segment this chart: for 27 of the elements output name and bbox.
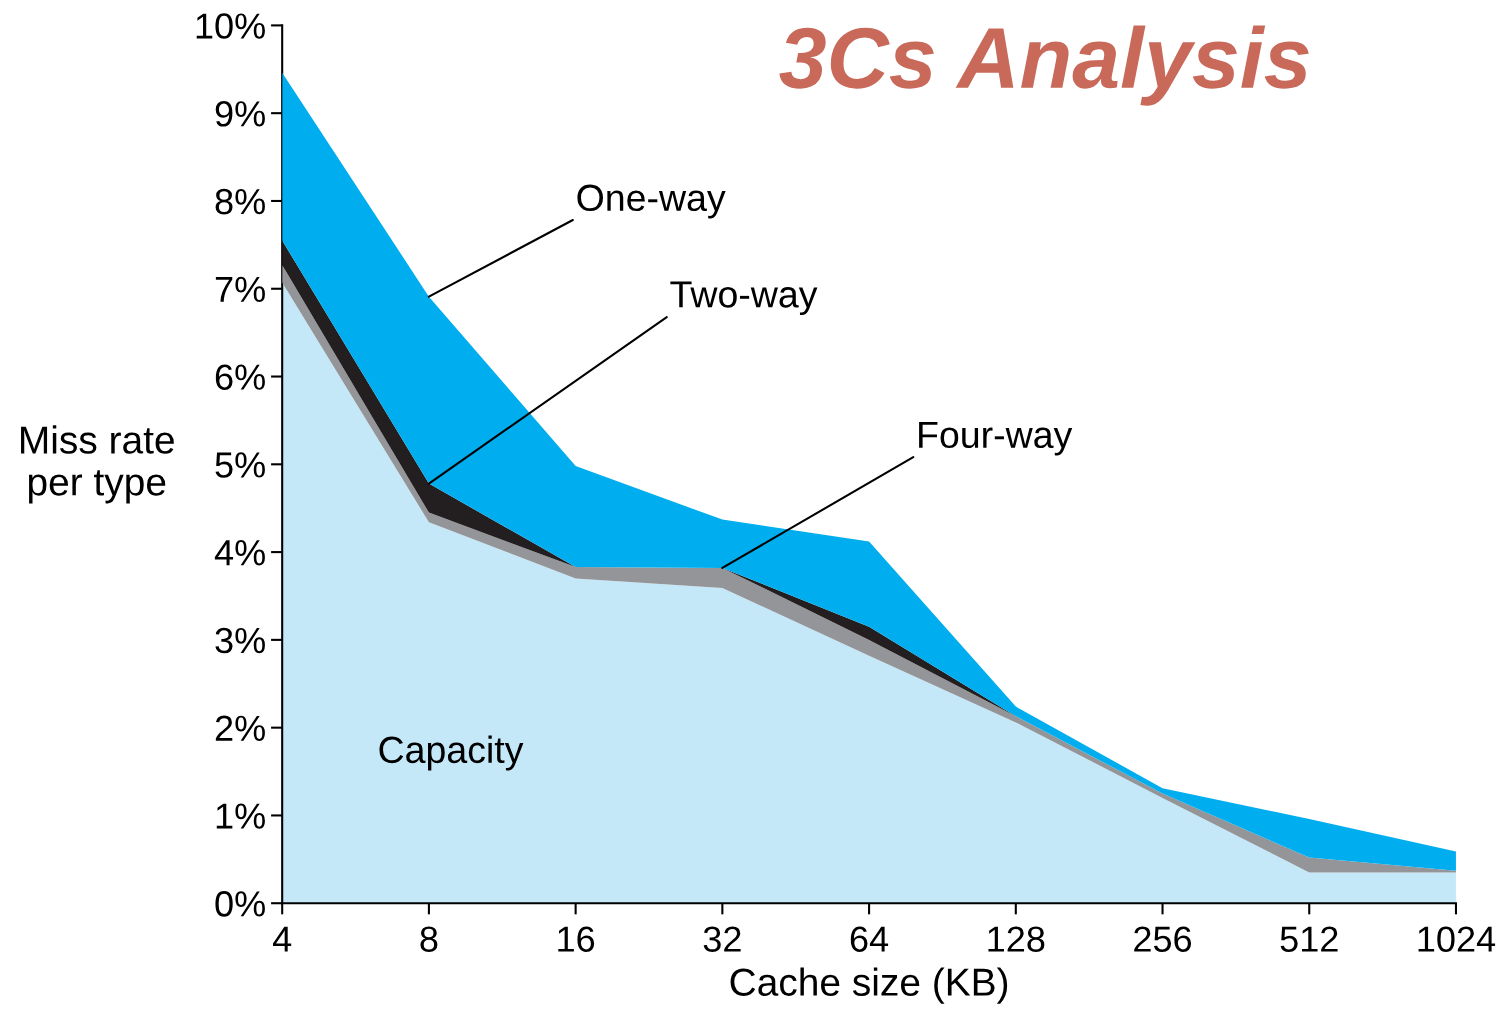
y-tick-label: 2% xyxy=(215,715,265,741)
y-tick-label: 10% xyxy=(196,13,265,39)
x-tick-label: 8 xyxy=(420,926,438,952)
annotation: Four-way xyxy=(919,421,1073,456)
chart-title: 3Cs Analysis xyxy=(779,25,1309,106)
y-tick-label: 0% xyxy=(215,891,265,917)
x-tick-label: 64 xyxy=(850,926,889,952)
y-axis-title: Miss rate per type xyxy=(21,425,174,504)
x-tick-label: 256 xyxy=(1134,926,1192,952)
x-tick-label: 128 xyxy=(988,926,1045,952)
y-tick-label: 3% xyxy=(215,627,265,654)
y-tick-label: 5% xyxy=(215,452,265,478)
y-tick-label: 7% xyxy=(215,276,265,303)
y-tick-label: 6% xyxy=(215,364,265,390)
x-tick-label: 32 xyxy=(703,926,741,952)
x-axis-title: Cache size (KB) xyxy=(730,967,1008,1004)
series-label: Capacity xyxy=(379,735,524,771)
x-tick-label: 16 xyxy=(558,926,595,952)
x-tick-label: 512 xyxy=(1280,926,1338,952)
annotation: One-way xyxy=(577,184,726,219)
x-tick-label: 4 xyxy=(272,926,292,952)
y-tick-label: 8% xyxy=(215,188,265,215)
y-tick-label: 4% xyxy=(214,540,265,566)
y-tick-label: 1% xyxy=(216,803,265,829)
annotation: Two-way xyxy=(670,281,818,316)
y-tick-label: 9% xyxy=(215,101,265,127)
x-tick-label: 1024 xyxy=(1418,926,1496,952)
